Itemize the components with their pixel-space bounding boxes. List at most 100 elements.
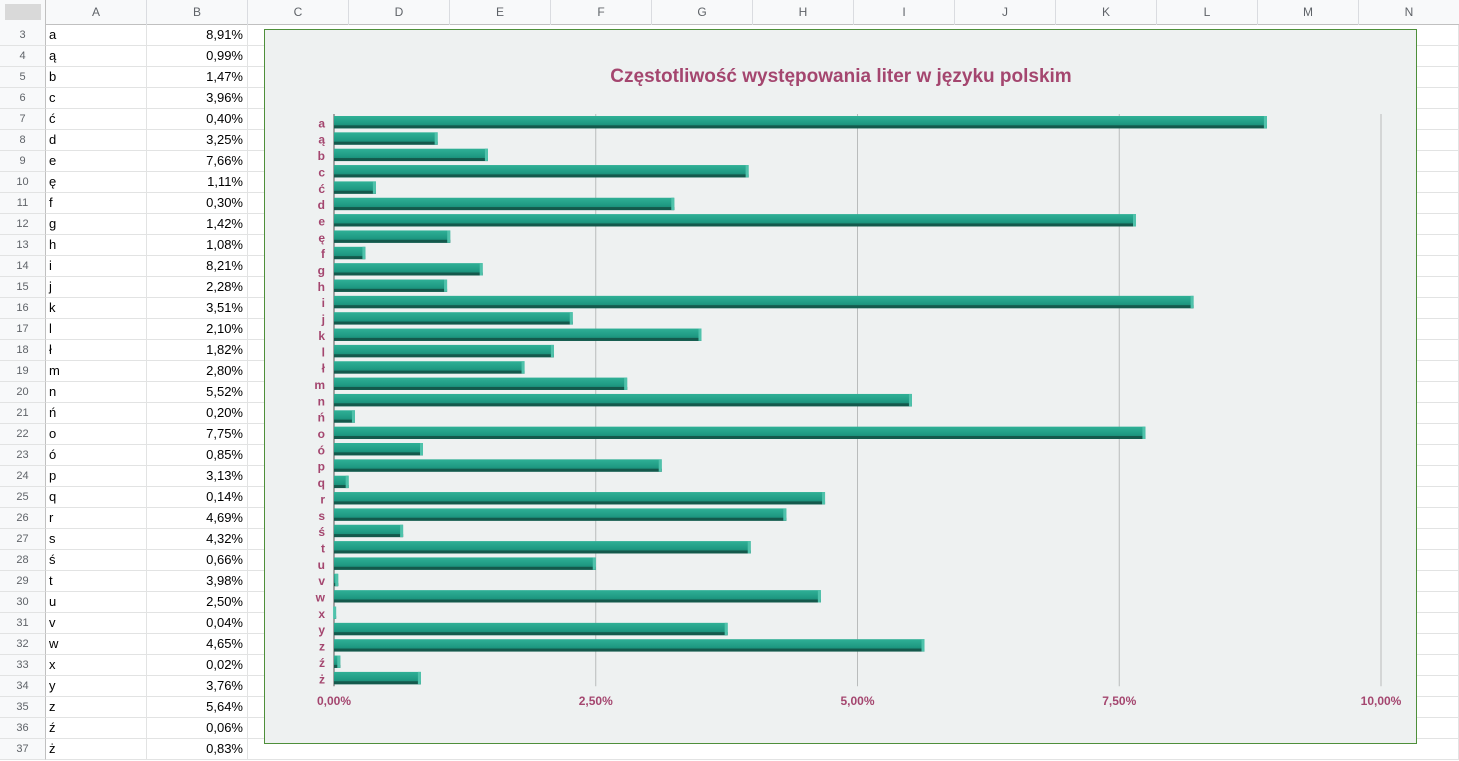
cell-letter[interactable]: i	[46, 256, 147, 277]
bar[interactable]	[334, 295, 1194, 309]
bar[interactable]	[334, 524, 404, 538]
column-header-l[interactable]: L	[1157, 0, 1258, 25]
row-header[interactable]: 18	[0, 340, 46, 361]
bar[interactable]	[334, 214, 1137, 227]
bar-ę[interactable]	[334, 230, 451, 243]
row-header[interactable]: 21	[0, 403, 46, 424]
row-header[interactable]: 37	[0, 739, 46, 760]
cell-letter[interactable]: b	[46, 67, 147, 88]
cell-frequency[interactable]: 2,50%	[147, 592, 248, 613]
bar-h[interactable]	[334, 279, 448, 292]
cell-frequency[interactable]: 4,32%	[147, 529, 248, 550]
cell-letter[interactable]: h	[46, 235, 147, 256]
row-header[interactable]: 32	[0, 634, 46, 655]
bar-y[interactable]	[334, 622, 728, 636]
bar-m[interactable]	[334, 377, 628, 390]
column-header-h[interactable]: H	[753, 0, 854, 25]
row-header[interactable]: 20	[0, 382, 46, 403]
bar-chart[interactable]: Częstotliwość występowania liter w język…	[264, 29, 1417, 744]
bar-i[interactable]	[334, 295, 1194, 309]
cell-letter[interactable]: e	[46, 151, 147, 172]
row-header[interactable]: 36	[0, 718, 46, 739]
cell-frequency[interactable]: 0,30%	[147, 193, 248, 214]
cell-frequency[interactable]: 7,75%	[147, 424, 248, 445]
bar[interactable]	[334, 557, 596, 570]
cell-frequency[interactable]: 0,66%	[147, 550, 248, 571]
row-header[interactable]: 24	[0, 466, 46, 487]
bar[interactable]	[334, 671, 421, 685]
cell-letter[interactable]: c	[46, 88, 147, 109]
cell-letter[interactable]: g	[46, 214, 147, 235]
row-header[interactable]: 4	[0, 46, 46, 67]
row-header[interactable]: 31	[0, 613, 46, 634]
bar-o[interactable]	[334, 426, 1146, 439]
row-header[interactable]: 29	[0, 571, 46, 592]
row-header[interactable]: 11	[0, 193, 46, 214]
cell-letter[interactable]: p	[46, 466, 147, 487]
column-header-c[interactable]: C	[248, 0, 349, 25]
cell-frequency[interactable]: 1,11%	[147, 172, 248, 193]
cell-letter[interactable]: ź	[46, 718, 147, 739]
cell-letter[interactable]: l	[46, 319, 147, 340]
bar[interactable]	[334, 508, 787, 521]
cell-frequency[interactable]: 3,51%	[147, 298, 248, 319]
select-all-corner[interactable]	[0, 0, 46, 25]
column-header-k[interactable]: K	[1056, 0, 1157, 25]
cell-letter[interactable]: ś	[46, 550, 147, 571]
cell-frequency[interactable]: 0,20%	[147, 403, 248, 424]
column-header-d[interactable]: D	[349, 0, 450, 25]
bar[interactable]	[334, 410, 355, 423]
bar[interactable]	[334, 230, 451, 243]
cell-frequency[interactable]: 1,42%	[147, 214, 248, 235]
bar[interactable]	[334, 361, 525, 374]
bar[interactable]	[334, 263, 483, 276]
bar[interactable]	[334, 443, 423, 456]
cell-letter[interactable]: x	[46, 655, 147, 676]
cell-letter[interactable]: ć	[46, 109, 147, 130]
cell-letter[interactable]: ą	[46, 46, 147, 67]
row-header[interactable]: 26	[0, 508, 46, 529]
bar-t[interactable]	[334, 541, 751, 554]
bar-g[interactable]	[334, 263, 483, 276]
bar[interactable]	[334, 622, 728, 636]
cell-frequency[interactable]: 1,47%	[147, 67, 248, 88]
cell-letter[interactable]: q	[46, 487, 147, 508]
bar[interactable]	[334, 459, 662, 472]
bar[interactable]	[334, 377, 628, 390]
bar-z[interactable]	[334, 639, 925, 652]
bar[interactable]	[334, 426, 1146, 439]
bar-d[interactable]	[334, 197, 675, 211]
cell-frequency[interactable]: 3,98%	[147, 571, 248, 592]
cell-letter[interactable]: f	[46, 193, 147, 214]
bar[interactable]	[334, 312, 573, 325]
cell-letter[interactable]: ż	[46, 739, 147, 760]
column-header-j[interactable]: J	[955, 0, 1056, 25]
row-header[interactable]: 22	[0, 424, 46, 445]
cell-letter[interactable]: ń	[46, 403, 147, 424]
bar-ń[interactable]	[334, 410, 355, 423]
row-header[interactable]: 13	[0, 235, 46, 256]
cell-frequency[interactable]: 5,52%	[147, 382, 248, 403]
bar-p[interactable]	[334, 459, 662, 472]
column-header-i[interactable]: I	[854, 0, 955, 25]
cell-frequency[interactable]: 3,76%	[147, 676, 248, 697]
bar[interactable]	[334, 541, 751, 554]
row-header[interactable]: 16	[0, 298, 46, 319]
row-header[interactable]: 14	[0, 256, 46, 277]
row-header[interactable]: 25	[0, 487, 46, 508]
cell-frequency[interactable]: 5,64%	[147, 697, 248, 718]
cell-frequency[interactable]: 4,65%	[147, 634, 248, 655]
row-header[interactable]: 27	[0, 529, 46, 550]
bar-c[interactable]	[334, 165, 749, 178]
cell-frequency[interactable]: 8,21%	[147, 256, 248, 277]
cell-letter[interactable]: z	[46, 697, 147, 718]
row-header[interactable]: 19	[0, 361, 46, 382]
bar[interactable]	[334, 475, 349, 489]
bar-x[interactable]	[333, 606, 337, 619]
bar[interactable]	[334, 492, 826, 505]
row-header[interactable]: 12	[0, 214, 46, 235]
cell-letter[interactable]: k	[46, 298, 147, 319]
bar-b[interactable]	[334, 148, 488, 162]
cell-frequency[interactable]: 3,13%	[147, 466, 248, 487]
bar-l[interactable]	[334, 344, 554, 358]
